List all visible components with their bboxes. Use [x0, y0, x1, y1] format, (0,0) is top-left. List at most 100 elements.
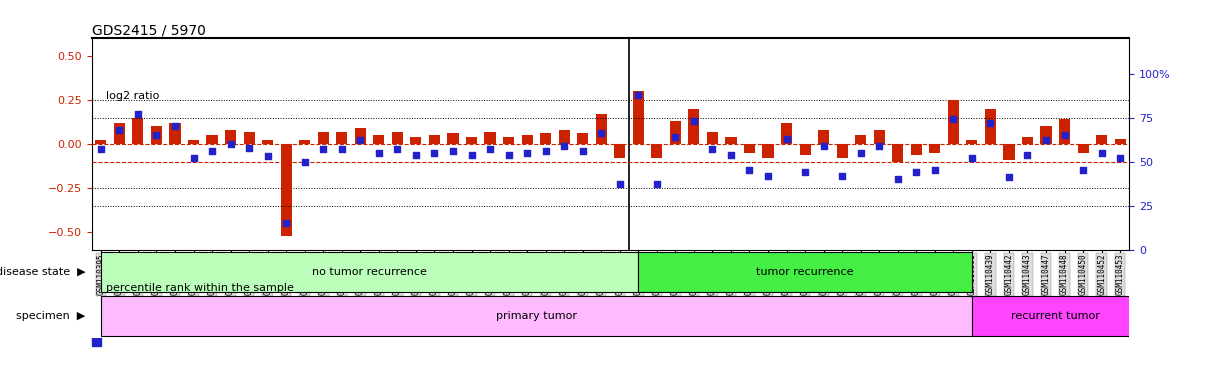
Bar	[725, 137, 736, 144]
Point	[573, 148, 592, 154]
Text: primary tumor: primary tumor	[496, 311, 576, 321]
Point	[758, 173, 778, 179]
Point	[203, 148, 222, 154]
Bar	[707, 132, 718, 144]
Bar	[114, 123, 125, 144]
Point	[518, 150, 537, 156]
Bar	[447, 134, 459, 144]
Bar	[559, 130, 570, 144]
Point	[128, 111, 148, 117]
Text: specimen  ▶: specimen ▶	[16, 311, 85, 321]
Point	[926, 167, 945, 174]
Point	[702, 146, 722, 152]
Point	[814, 143, 834, 149]
Bar	[392, 132, 403, 144]
Bar	[429, 135, 440, 144]
Point	[239, 144, 259, 151]
Point	[980, 120, 1000, 126]
Bar	[818, 130, 829, 144]
Point	[295, 159, 315, 165]
Bar	[1040, 126, 1051, 144]
Bar	[1078, 144, 1089, 153]
Point	[722, 152, 741, 158]
Bar	[911, 144, 922, 155]
Point	[1018, 152, 1038, 158]
Text: no tumor recurrence: no tumor recurrence	[313, 266, 427, 277]
Bar	[1022, 137, 1033, 144]
Point	[92, 146, 111, 152]
Bar	[651, 144, 662, 158]
Point	[183, 155, 203, 161]
Point	[740, 167, 759, 174]
Bar	[206, 135, 217, 144]
Point	[462, 152, 481, 158]
Bar	[336, 132, 347, 144]
Text: tumor recurrence: tumor recurrence	[756, 266, 853, 277]
Bar	[101, 252, 639, 291]
Bar	[299, 141, 310, 144]
Bar	[92, 38, 101, 154]
Point	[888, 176, 907, 182]
Text: disease state  ▶: disease state ▶	[0, 266, 85, 277]
Bar	[855, 135, 866, 144]
Bar	[243, 132, 255, 144]
Bar	[836, 144, 847, 158]
Bar	[151, 126, 162, 144]
Bar	[972, 296, 1139, 336]
Point	[629, 92, 648, 98]
Text: GDS2415 / 5970: GDS2415 / 5970	[92, 23, 205, 37]
Point	[610, 181, 630, 187]
Bar	[466, 137, 477, 144]
Point	[332, 146, 352, 152]
Point	[1037, 137, 1056, 144]
Bar	[985, 109, 996, 144]
Bar	[893, 144, 904, 162]
Bar	[874, 130, 885, 144]
Point	[499, 152, 519, 158]
Point	[147, 132, 166, 138]
Bar	[521, 135, 532, 144]
Point	[1092, 150, 1111, 156]
Bar	[1059, 119, 1070, 144]
Point	[647, 181, 667, 187]
Bar	[947, 100, 958, 144]
Bar	[317, 132, 328, 144]
Point	[684, 118, 703, 124]
Bar	[132, 118, 144, 144]
Bar	[92, 230, 101, 346]
Point	[221, 141, 241, 147]
Point	[314, 146, 333, 152]
Bar	[540, 134, 551, 144]
Bar	[485, 132, 496, 144]
Point	[962, 155, 982, 161]
Bar	[95, 141, 106, 144]
Bar	[632, 91, 643, 144]
Bar	[781, 123, 792, 144]
Point	[999, 174, 1018, 180]
Point	[851, 150, 871, 156]
Text: recurrent tumor: recurrent tumor	[1011, 311, 1100, 321]
Bar	[929, 144, 940, 153]
Point	[906, 169, 926, 175]
Point	[276, 220, 295, 226]
Bar	[374, 135, 385, 144]
Bar	[1115, 139, 1126, 144]
Bar	[101, 296, 972, 336]
Point	[1110, 155, 1129, 161]
Point	[665, 134, 685, 140]
Bar	[596, 114, 607, 144]
Point	[350, 137, 370, 144]
Point	[944, 116, 963, 122]
Point	[536, 148, 556, 154]
Text: log2 ratio: log2 ratio	[106, 91, 160, 101]
Bar	[503, 137, 514, 144]
Point	[869, 143, 889, 149]
Bar	[188, 141, 199, 144]
Point	[480, 146, 499, 152]
Bar	[670, 121, 681, 144]
Text: percentile rank within the sample: percentile rank within the sample	[106, 283, 294, 293]
Bar	[225, 130, 236, 144]
Point	[1055, 132, 1074, 138]
Bar	[1004, 144, 1015, 160]
Bar	[800, 144, 811, 155]
